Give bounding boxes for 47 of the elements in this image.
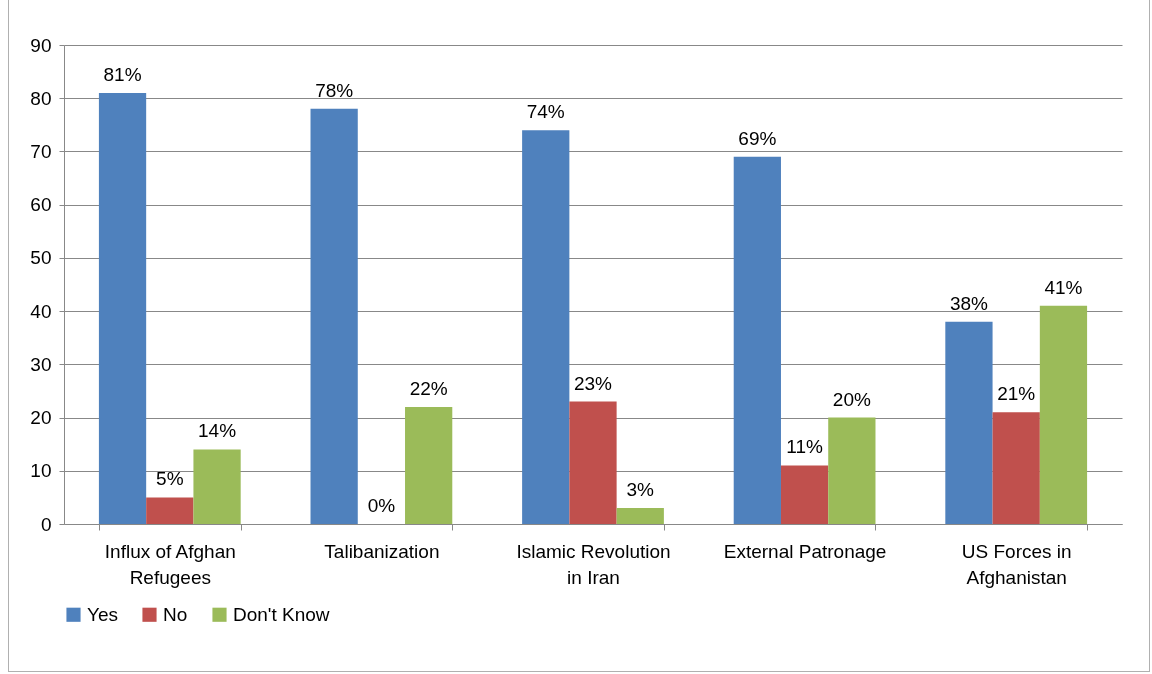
bar <box>310 108 358 524</box>
data-label: 69% <box>738 127 777 149</box>
legend-label: Don't Know <box>233 603 330 625</box>
y-tick-label: 30 <box>30 353 52 375</box>
legend-label: Yes <box>87 603 118 625</box>
data-label: 81% <box>103 63 142 85</box>
bar <box>98 92 147 524</box>
bar <box>616 508 664 524</box>
data-label: 38% <box>949 292 989 314</box>
data-label: 11% <box>786 436 824 458</box>
x-tick-label: External Patronage <box>723 540 887 562</box>
x-tick-label: Islamic Revolution in Iran <box>516 540 671 588</box>
bar <box>1039 305 1088 524</box>
data-label: 3% <box>626 479 655 501</box>
y-tick-label: 50 <box>30 247 52 269</box>
data-label: 21% <box>997 383 1036 405</box>
y-tick-label: 90 <box>30 34 52 56</box>
y-tick-label: 70 <box>30 140 52 162</box>
y-tick-label: 80 <box>30 87 52 109</box>
data-label: 14% <box>198 420 237 442</box>
bar <box>945 321 993 524</box>
data-label: 78% <box>315 79 354 101</box>
data-label: 23% <box>573 372 613 394</box>
bar <box>522 130 570 524</box>
bar <box>193 449 241 524</box>
x-tick-label: Influx of Afghan Refugees <box>104 540 236 588</box>
y-tick-label: 60 <box>30 194 52 216</box>
data-label: 22% <box>409 377 448 399</box>
bar <box>146 497 194 524</box>
data-label: 5% <box>156 468 184 490</box>
bar <box>780 465 829 524</box>
bar <box>828 417 876 524</box>
y-tick-label: 10 <box>30 460 52 482</box>
y-tick-label: 40 <box>30 300 52 322</box>
y-tick-label: 0 <box>40 513 52 535</box>
data-label: 41% <box>1044 276 1083 298</box>
bar <box>405 406 453 524</box>
data-label: 0% <box>367 495 396 516</box>
bar <box>733 156 781 524</box>
bar <box>569 401 617 524</box>
y-tick-label: 20 <box>30 407 52 429</box>
data-label: 74% <box>526 101 565 123</box>
data-label: 20% <box>832 388 871 410</box>
legend-label: No <box>163 603 188 625</box>
x-tick-label: Talibanization <box>324 540 440 562</box>
bar <box>992 412 1040 524</box>
x-tick-label: US Forces in Afghanistan <box>961 540 1072 588</box>
